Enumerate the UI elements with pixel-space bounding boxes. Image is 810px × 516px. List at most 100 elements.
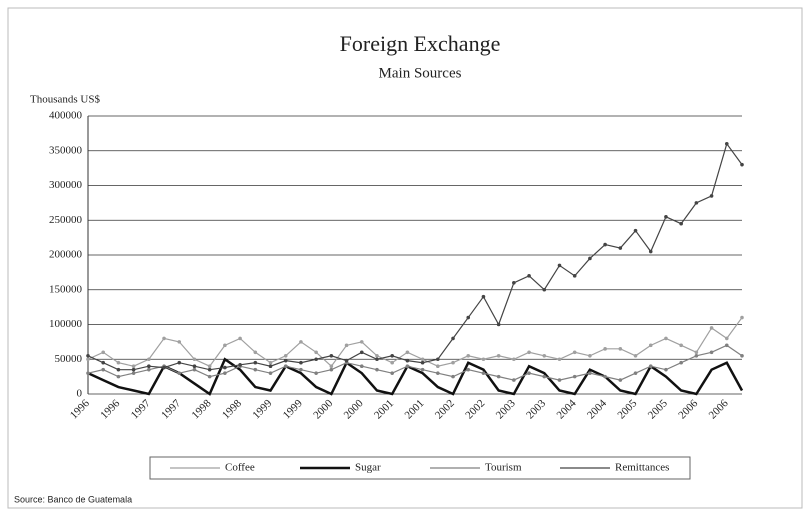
series-marker [330,364,334,368]
series-marker [740,354,744,358]
series-marker [740,163,744,167]
series-marker [86,371,90,375]
series-marker [482,295,486,299]
series-marker [542,375,546,379]
series-marker [436,357,440,361]
series-marker [314,351,318,355]
series-marker [177,340,181,344]
legend-label: Coffee [225,462,255,474]
series-marker [421,361,425,365]
chart-frame [8,8,802,508]
series-marker [299,361,303,365]
series-marker [695,351,699,355]
series-marker [375,357,379,361]
series-marker [679,361,683,365]
series-marker [634,354,638,358]
series-marker [208,375,212,379]
legend-label: Remittances [615,462,669,474]
series-marker [101,361,105,365]
series-marker [558,264,562,268]
series-marker [421,357,425,361]
series-marker [619,378,623,382]
series-marker [664,368,668,372]
series-marker [177,371,181,375]
series-marker [466,316,470,320]
series-marker [619,246,623,250]
series-marker [254,361,258,365]
series-marker [299,340,303,344]
series-marker [208,364,212,368]
series-marker [238,337,242,341]
y-tick-label: 50000 [55,353,83,365]
y-tick-label: 200000 [49,249,83,261]
series-marker [588,371,592,375]
series-marker [558,357,562,361]
series-marker [223,371,227,375]
series-marker [299,368,303,372]
y-tick-label: 250000 [49,214,83,226]
series-marker [679,222,683,226]
series-marker [375,354,379,358]
chart: Foreign Exchange Main Sources Thousands … [0,0,810,516]
series-marker [193,364,197,368]
series-marker [527,274,531,278]
series-marker [223,366,227,370]
series-marker [542,354,546,358]
series-marker [634,371,638,375]
series-marker [634,229,638,233]
series-marker [360,351,364,355]
series-marker [147,368,151,372]
series-marker [132,364,136,368]
series-marker [117,361,121,365]
series-marker [573,375,577,379]
series-marker [695,201,699,205]
y-tick-label: 300000 [49,179,83,191]
series-marker [269,364,273,368]
series-marker [254,368,258,372]
series-marker [664,215,668,219]
series-marker [390,361,394,365]
series-marker [117,368,121,372]
series-marker [664,337,668,341]
series-marker [497,375,501,379]
series-marker [86,357,90,361]
series-marker [314,371,318,375]
series-marker [223,344,227,348]
series-marker [695,354,699,358]
series-marker [725,344,729,348]
series-marker [466,368,470,372]
series-marker [512,378,516,382]
y-tick-label: 150000 [49,283,83,295]
series-marker [345,344,349,348]
y-tick-label: 0 [77,388,83,400]
series-marker [466,354,470,358]
series-marker [710,351,714,355]
source-note: Source: Banco de Guatemala [14,494,132,504]
series-marker [238,363,242,367]
y-tick-label: 350000 [49,144,83,156]
y-tick-label: 400000 [49,110,83,122]
series-marker [482,371,486,375]
series-marker [406,351,410,355]
series-marker [193,357,197,361]
series-marker [193,368,197,372]
series-marker [345,359,349,363]
series-marker [527,351,531,355]
series-marker [497,354,501,358]
series-marker [162,366,166,370]
series-marker [649,364,653,368]
series-marker [512,357,516,361]
series-marker [360,340,364,344]
series-marker [710,194,714,198]
series-marker [177,361,181,365]
y-axis-label: Thousands US$ [30,94,100,106]
series-marker [558,378,562,382]
series-marker [284,364,288,368]
series-marker [101,351,105,355]
series-marker [132,371,136,375]
series-marker [573,351,577,355]
series-marker [269,371,273,375]
series-marker [649,250,653,254]
series-marker [436,371,440,375]
series-marker [740,316,744,320]
